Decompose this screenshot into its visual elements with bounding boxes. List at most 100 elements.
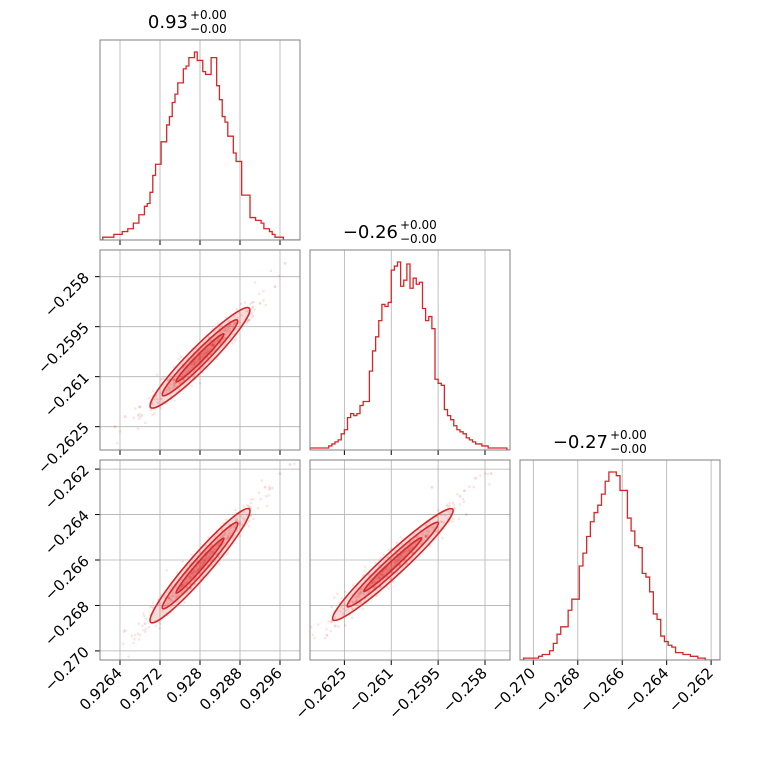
sample-point	[173, 382, 176, 386]
sample-point	[238, 521, 242, 525]
sample-point	[190, 571, 194, 575]
sample-point	[136, 427, 140, 431]
sample-point	[252, 517, 255, 521]
sample-point	[378, 576, 382, 579]
sample-point	[200, 355, 204, 359]
sample-point	[235, 518, 238, 522]
sample-point	[145, 617, 148, 621]
sample-point	[187, 590, 190, 593]
sample-point	[286, 648, 289, 651]
sample-point	[271, 486, 274, 490]
sample-point	[326, 634, 329, 637]
sample-point	[382, 569, 386, 573]
sample-point	[103, 462, 106, 465]
sample-point	[368, 572, 371, 576]
sample-point	[311, 633, 315, 637]
sample-point	[198, 550, 201, 554]
y-tick-label: −0.261	[41, 369, 93, 421]
sample-point	[219, 535, 223, 539]
sample-point	[238, 523, 241, 526]
sample-point	[151, 389, 155, 393]
sample-point	[313, 636, 316, 640]
sample-point	[333, 596, 336, 599]
sample-point	[201, 561, 205, 564]
sample-point	[247, 525, 251, 528]
y-tick-label: −0.266	[41, 552, 93, 604]
x-tick-label: −0.268	[532, 664, 584, 716]
x-tick-label: −0.270	[487, 664, 539, 716]
sample-point	[137, 414, 140, 418]
sample-point	[134, 407, 137, 410]
sample-point	[400, 543, 404, 546]
sample-point	[207, 536, 210, 539]
sample-point	[445, 503, 449, 507]
sample-point	[225, 330, 228, 333]
sample-point	[168, 386, 171, 390]
y-tick-label: −0.268	[41, 598, 93, 650]
sample-point	[193, 570, 196, 574]
sample-point	[156, 401, 160, 405]
sample-point	[239, 515, 242, 518]
sample-point	[234, 508, 237, 512]
y-tick-label: −0.270	[41, 643, 93, 695]
sample-point	[172, 378, 176, 381]
sample-point	[238, 520, 242, 523]
sample-point	[245, 309, 248, 313]
sample-point	[337, 625, 340, 628]
sample-point	[234, 519, 237, 522]
sample-point	[340, 605, 343, 608]
sample-point	[158, 622, 162, 625]
sample-point	[171, 594, 175, 598]
sample-point	[188, 378, 191, 382]
sample-point	[426, 533, 430, 537]
sample-point	[172, 379, 175, 382]
sample-point	[139, 415, 142, 419]
sample-point	[176, 594, 180, 598]
sample-point	[158, 626, 161, 630]
sample-point	[330, 620, 334, 623]
sample-point	[169, 383, 172, 386]
sample-point	[201, 562, 205, 566]
sample-point	[184, 581, 187, 584]
sample-point	[278, 472, 282, 475]
sample-point	[211, 343, 215, 347]
sample-point	[141, 624, 144, 628]
sample-point	[170, 598, 173, 602]
sample-point	[382, 553, 385, 557]
sample-point	[198, 356, 202, 360]
sample-point	[444, 513, 447, 517]
sample-point	[462, 500, 466, 504]
sample-point	[192, 362, 195, 366]
sample-point	[189, 576, 193, 580]
sample-point	[133, 633, 137, 637]
sample-point	[224, 332, 228, 336]
sample-point	[169, 599, 172, 603]
sample-point	[155, 373, 159, 377]
panel-frame	[309, 249, 511, 451]
sample-point	[168, 596, 171, 600]
sample-point	[143, 622, 147, 625]
sample-point	[251, 314, 255, 318]
sample-point	[166, 379, 170, 382]
sample-point	[189, 575, 192, 578]
sample-point	[200, 352, 204, 356]
sample-point	[330, 605, 334, 609]
sample-point	[268, 487, 272, 490]
sample-point	[342, 613, 345, 617]
sample-point	[234, 321, 237, 324]
x-tick-label: 0.9264	[76, 664, 126, 714]
sample-point	[439, 513, 443, 517]
sample-point	[334, 624, 337, 628]
sample-point	[421, 533, 425, 536]
sample-point	[398, 556, 402, 559]
sample-point	[198, 354, 202, 357]
sample-point	[246, 319, 250, 323]
sample-point	[359, 591, 363, 594]
sample-point	[160, 397, 163, 400]
sample-point	[224, 518, 228, 521]
sample-point	[329, 620, 333, 624]
sample-point	[190, 363, 194, 366]
sample-point	[189, 576, 192, 580]
sample-point	[372, 580, 375, 583]
sample-point	[246, 309, 249, 313]
